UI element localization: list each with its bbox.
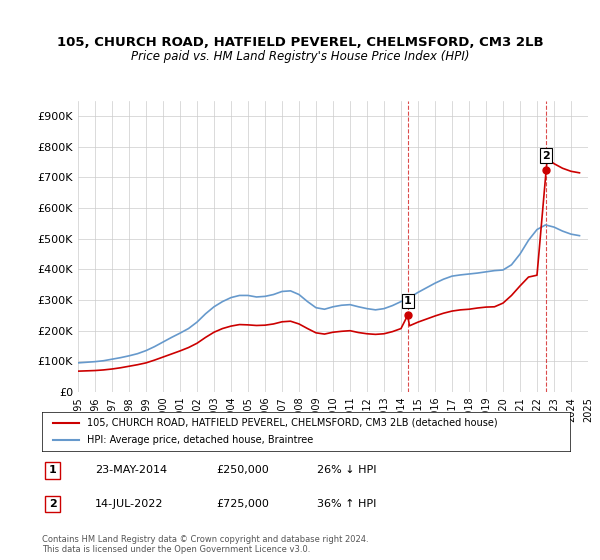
Text: 1: 1 [49,465,56,475]
Text: Contains HM Land Registry data © Crown copyright and database right 2024.
This d: Contains HM Land Registry data © Crown c… [42,535,368,554]
Text: £250,000: £250,000 [216,465,269,475]
Text: 105, CHURCH ROAD, HATFIELD PEVEREL, CHELMSFORD, CM3 2LB: 105, CHURCH ROAD, HATFIELD PEVEREL, CHEL… [56,36,544,49]
Text: 105, CHURCH ROAD, HATFIELD PEVEREL, CHELMSFORD, CM3 2LB (detached house): 105, CHURCH ROAD, HATFIELD PEVEREL, CHEL… [87,418,497,428]
Text: 1: 1 [404,296,412,306]
Text: 14-JUL-2022: 14-JUL-2022 [95,499,163,509]
Text: Price paid vs. HM Land Registry's House Price Index (HPI): Price paid vs. HM Land Registry's House … [131,50,469,63]
Text: 26% ↓ HPI: 26% ↓ HPI [317,465,376,475]
Text: HPI: Average price, detached house, Braintree: HPI: Average price, detached house, Brai… [87,435,313,445]
Text: £725,000: £725,000 [216,499,269,509]
Text: 2: 2 [542,151,550,161]
Text: 2: 2 [49,499,56,509]
Text: 36% ↑ HPI: 36% ↑ HPI [317,499,376,509]
Text: 23-MAY-2014: 23-MAY-2014 [95,465,167,475]
